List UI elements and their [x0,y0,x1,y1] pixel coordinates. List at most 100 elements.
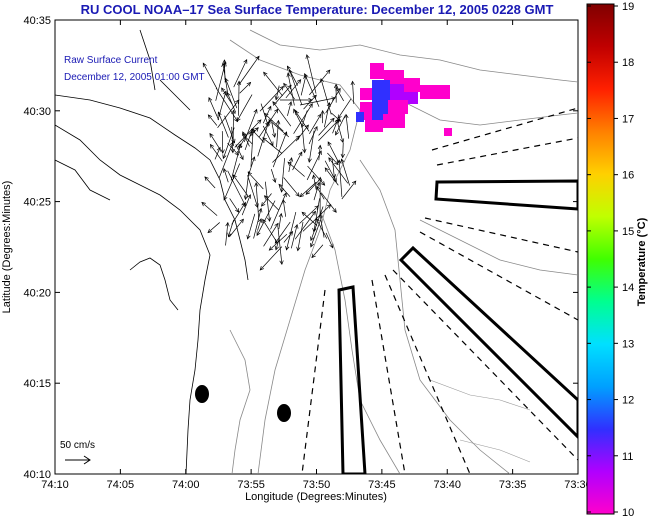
current-vector [293,103,313,134]
current-vector-head [331,96,337,101]
current-vector [297,222,304,251]
current-vector-head [293,108,298,114]
current-vector-head [267,105,272,111]
current-vector-head [308,103,313,108]
colorbar-ticks: 19 18 17 16 15 14 13 12 11 10 [587,1,634,519]
current-vector [208,114,218,126]
current-vector [277,227,283,265]
current-vector-head [282,192,287,198]
current-vector [239,82,251,94]
x-tick-label: 73:30 [564,479,592,491]
current-vector [242,131,250,147]
current-vector [230,143,241,181]
current-vector [308,130,315,163]
current-vector-head [336,87,341,93]
sst-patch [356,63,452,136]
current-vector-head [283,82,288,88]
current-vector [270,192,287,230]
current-vector-head [335,130,339,136]
current-vector [287,66,299,86]
current-vector-head [255,55,260,61]
y-tick-label: 40:25 [23,197,51,209]
current-vector [261,193,272,207]
current-vector-head [246,234,251,240]
current-vector [335,87,344,102]
current-vector-head [329,243,334,249]
current-vector [332,159,335,178]
current-vector [308,126,318,145]
current-vector-head [340,158,345,164]
current-vector-head [299,192,305,198]
current-vector [232,174,249,197]
current-vector [283,231,293,243]
current-vector [293,109,303,127]
current-vector [228,219,235,237]
y-tick-label: 40:30 [23,106,51,118]
current-vector-head [263,71,268,77]
current-vector-head [326,204,332,209]
current-vector-head [287,84,292,90]
current-vector [281,158,285,193]
current-vector-head [221,87,226,93]
current-vector-head [222,59,227,64]
current-vector [217,90,227,121]
current-vector [287,101,292,116]
current-vector [264,195,279,211]
current-vector-head [288,101,293,106]
current-vector-head [352,180,357,186]
current-vector [310,216,323,248]
current-vector [313,198,320,232]
current-vector [301,126,306,153]
plot-area [54,19,579,475]
y-tick-label: 40:20 [23,287,51,299]
x-tick-label: 73:55 [237,479,265,491]
current-vector [288,157,293,173]
marker-dot-2 [277,404,291,422]
marker-dot-1 [195,385,209,403]
current-vector-head [295,135,301,140]
current-vector [272,101,292,127]
current-vector-head [332,177,337,183]
current-vector-head [265,120,270,126]
current-vector-head [344,113,349,119]
current-vector [208,97,220,121]
current-vector-head [303,74,308,80]
current-vector [218,112,229,138]
current-vector [209,133,221,150]
current-vector [257,121,270,157]
current-vector-head [230,148,235,154]
current-vector [241,194,251,216]
current-vector [264,113,284,132]
bathymetry-contour-1 [229,39,361,474]
current-vector-head [274,95,279,101]
current-vector-head [332,208,337,213]
current-vector [202,63,218,90]
current-vector-head [235,99,240,105]
current-vector-head [254,127,259,132]
x-tick-label: 73:45 [368,479,396,491]
current-vector [257,218,262,231]
current-vector-head [256,231,261,236]
current-vector-head [320,181,326,186]
coastline-north [55,29,191,201]
current-vector-head [263,195,269,200]
current-vector [249,127,259,137]
x-axis-label: Longitude (Degrees:Minutes) [245,491,387,503]
current-vector-head [310,242,315,248]
current-vector [287,161,305,177]
current-vector [335,115,346,136]
colorbar-tick-label: 11 [622,451,633,463]
x-tick-label: 73:35 [499,479,527,491]
current-vector [258,109,279,138]
current-vector [236,94,253,122]
current-vector [337,98,352,119]
current-vector-head [258,207,263,213]
current-vector-head [304,124,309,130]
current-vector-head [320,109,325,115]
current-vector-head [274,108,279,114]
current-vector [233,59,248,88]
current-vector [272,135,300,163]
current-vector-head [207,228,213,234]
current-vector-head [201,201,206,207]
current-vector-head [271,133,277,138]
